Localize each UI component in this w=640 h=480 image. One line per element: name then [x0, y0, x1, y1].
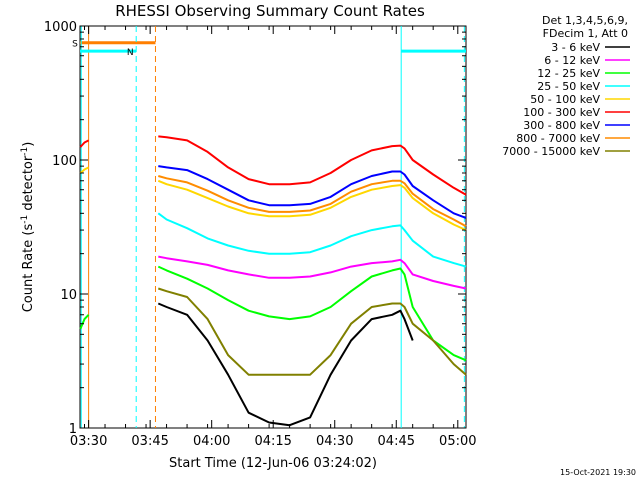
legend-label-4: 50 - 100 keV: [530, 93, 600, 106]
series-line-3: [157, 212, 467, 268]
series-line-2: [79, 265, 467, 362]
marker-label-N: N: [127, 48, 134, 58]
x-tick-label: 03:30: [70, 434, 107, 449]
legend-label-0: 3 - 6 keV: [551, 41, 600, 54]
legend-header-line-1: Det 1,3,4,5,6,9,: [542, 14, 628, 27]
observing-markers: SN: [72, 26, 466, 428]
series-line-8: [157, 287, 467, 376]
legend-header-line-2: FDecim 1, Att 0: [543, 27, 628, 40]
legend-label-3: 25 - 50 keV: [537, 80, 600, 93]
x-tick-label: 04:30: [316, 434, 353, 449]
marker-label-S: S: [72, 40, 78, 50]
ylabel-main: Count Rate (s: [21, 224, 36, 313]
y-tick-label: 10: [60, 288, 77, 303]
legend-label-8: 7000 - 15000 keV: [502, 145, 600, 158]
ylabel-end: ): [21, 142, 36, 147]
series-line-5: [79, 135, 467, 196]
y-tick-label: 1: [69, 422, 77, 437]
series-line-4: [79, 166, 467, 232]
legend-label-6: 300 - 800 keV: [523, 119, 600, 132]
x-axis-ticks: 03:30 03:45 04:00 04:15 04:30 04:45 05:00: [70, 26, 477, 449]
y-tick-label: 100: [52, 154, 77, 169]
x-tick-label: 04:00: [193, 434, 230, 449]
legend: Det 1,3,4,5,6,9, FDecim 1, Att 0 3 - 6 k…: [502, 14, 630, 158]
series-line-7: [158, 175, 467, 228]
x-tick-label: 03:45: [131, 434, 168, 449]
chart-title: RHESSI Observing Summary Count Rates: [115, 2, 425, 20]
y-tick-label: 1000: [44, 20, 77, 35]
x-axis-label: Start Time (12-Jun-06 03:24:02): [169, 456, 377, 471]
x-tick-label: 04:45: [378, 434, 415, 449]
series-group: [79, 135, 467, 427]
ylabel-mid: detector: [21, 155, 36, 215]
y-axis-ticks: 1000 100 10 1: [44, 20, 466, 437]
legend-label-1: 6 - 12 keV: [544, 54, 600, 67]
series-line-0: [157, 302, 414, 427]
ylabel-sup2: -1: [20, 147, 30, 156]
timestamp: 15-Oct-2021 19:30: [560, 468, 636, 477]
series-line-6: [158, 165, 467, 219]
x-tick-label: 05:00: [439, 434, 476, 449]
y-axis-label: Count Rate (s-1 detector-1): [20, 142, 36, 313]
legend-label-5: 100 - 300 keV: [523, 106, 600, 119]
legend-label-2: 12 - 25 keV: [537, 67, 600, 80]
ylabel-sup1: -1: [20, 215, 30, 224]
plot-frame: [79, 25, 467, 429]
legend-label-7: 800 - 7000 keV: [516, 132, 600, 145]
x-tick-label: 04:15: [254, 434, 291, 449]
series-line-1: [158, 255, 467, 290]
